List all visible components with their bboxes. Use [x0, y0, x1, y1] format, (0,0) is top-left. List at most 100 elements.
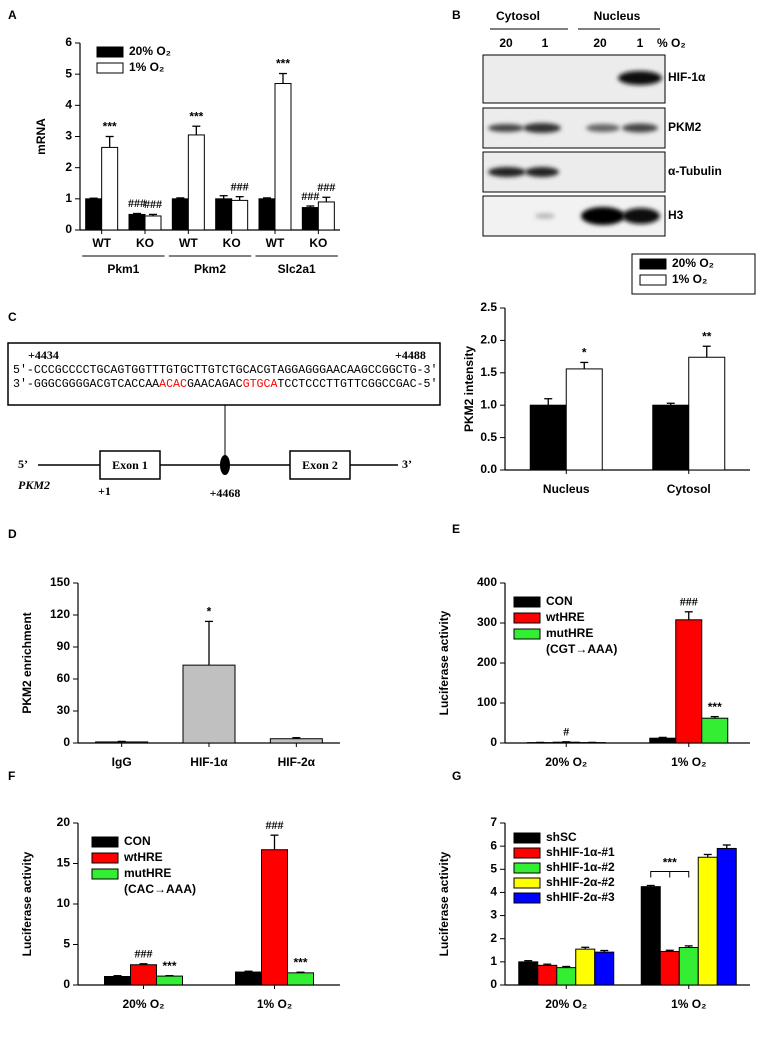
band	[622, 208, 660, 224]
y-axis-label: PKM2 intensity	[462, 346, 476, 432]
bracket-label: ***	[663, 856, 677, 870]
panel-letter: B	[452, 8, 461, 22]
y-tick-label: 5	[490, 861, 497, 875]
panel-letter: C	[8, 310, 17, 324]
y-axis-label: mRNA	[34, 118, 48, 155]
bar	[678, 947, 699, 986]
y-tick-label: 1.5	[480, 365, 497, 379]
strand-piece: ACAC	[159, 378, 187, 391]
bar	[594, 951, 615, 986]
y-tick-label: 6	[65, 35, 72, 49]
legend-swatch	[513, 832, 541, 844]
sequence-box	[7, 342, 441, 406]
panel-letter: D	[8, 527, 17, 541]
legend-label: wtHRE	[123, 850, 163, 864]
bar	[529, 404, 567, 471]
y-tick-label: 5	[63, 937, 70, 951]
significance: #	[563, 725, 569, 739]
y-tick-label: 0.5	[480, 430, 497, 444]
y-axis-label: Luciferase activity	[20, 851, 34, 956]
legend-swatch	[91, 836, 119, 848]
x-tick-label: WT	[266, 236, 285, 250]
significance: ###	[680, 595, 698, 609]
bar	[85, 198, 103, 231]
y-tick-label: 1	[65, 191, 72, 205]
panel-letter: F	[8, 769, 15, 783]
lane-label: 1	[637, 36, 644, 50]
protein-label: α-Tubulin	[668, 164, 722, 178]
fraction-label: Cytosol	[496, 9, 540, 23]
y-tick-label: 30	[57, 703, 71, 717]
y-tick-label: 2	[65, 160, 72, 174]
legend-swatch	[513, 612, 541, 624]
bar	[104, 975, 131, 986]
significance: ###	[135, 947, 153, 961]
band	[488, 167, 526, 177]
legend-swatch	[513, 862, 541, 874]
y-tick-label: 0	[490, 735, 497, 749]
bar	[659, 950, 680, 986]
y-tick-label: 200	[477, 655, 497, 669]
y-tick-label: 1	[490, 954, 497, 968]
legend-label: 20% O₂	[672, 256, 714, 270]
protein-label: H3	[668, 208, 684, 222]
y-tick-label: 2	[490, 931, 497, 945]
bar	[156, 975, 183, 986]
position-label: +4488	[395, 348, 426, 362]
y-tick-label: 2.5	[480, 300, 497, 314]
y-tick-label: 0	[65, 222, 72, 236]
panel-letter: A	[8, 8, 17, 22]
bar	[652, 404, 690, 471]
significance: **	[702, 329, 712, 343]
x-tick-label: KO	[309, 236, 327, 250]
five-prime: 5’	[18, 457, 28, 471]
significance: ***	[276, 57, 290, 71]
y-tick-label: 4	[490, 885, 497, 899]
bar	[258, 198, 276, 231]
significance: ***	[189, 109, 203, 123]
fraction-label: Nucleus	[594, 9, 641, 23]
band	[523, 123, 561, 133]
band	[586, 124, 620, 132]
legend-swatch	[91, 852, 119, 864]
bar	[171, 198, 189, 231]
y-tick-label: 20	[57, 815, 71, 829]
legend-label: CON	[124, 834, 151, 848]
group-label: Pkm2	[194, 262, 226, 276]
lane-label: 20	[499, 36, 513, 50]
y-tick-label: 300	[477, 615, 497, 629]
significance: ###	[128, 196, 146, 210]
x-tick-label: WT	[179, 236, 198, 250]
legend-label: mutHRE	[124, 866, 171, 880]
legend-note: (CAC→AAA)	[124, 882, 196, 896]
legend-label: wtHRE	[545, 610, 585, 624]
significance: ***	[708, 700, 722, 714]
legend-label: 20% O₂	[129, 44, 171, 58]
position-label: +4434	[28, 348, 59, 362]
x-tick-label: KO	[136, 236, 154, 250]
bar	[144, 215, 162, 231]
legend-label: mutHRE	[546, 626, 593, 640]
significance: ***	[103, 120, 117, 134]
group-label: Slc2a1	[278, 262, 316, 276]
x-tick-label: 1% O₂	[671, 997, 706, 1011]
tss-label: +1	[98, 484, 111, 498]
significance: *	[207, 605, 212, 619]
legend-label: 1% O₂	[672, 272, 707, 286]
bar	[675, 619, 703, 744]
bar	[215, 198, 233, 231]
legend-label: shHIF-2α-#2	[546, 875, 615, 889]
bar	[130, 964, 157, 986]
legend-swatch	[96, 46, 124, 58]
strand-piece: TCCTCCCTTGTTCGGCCGAC-5′	[277, 378, 437, 391]
x-tick-label: IgG	[112, 755, 132, 769]
legend-label: shHIF-2α-#3	[546, 890, 615, 904]
y-tick-label: 6	[490, 838, 497, 852]
bar	[101, 146, 119, 231]
legend-label: shHIF-1α-#1	[546, 845, 615, 859]
y-tick-label: 150	[50, 575, 70, 589]
significance: ###	[231, 179, 249, 193]
exon-box	[99, 450, 161, 480]
bar	[128, 213, 146, 231]
band	[622, 123, 658, 133]
